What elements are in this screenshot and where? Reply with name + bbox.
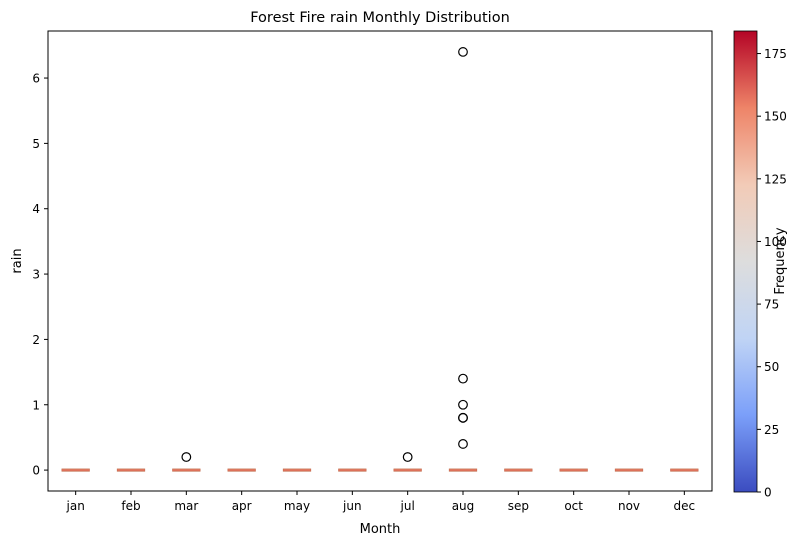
box-apr bbox=[227, 468, 256, 472]
x-tick-label: feb bbox=[121, 499, 140, 513]
colorbar-scale bbox=[733, 30, 758, 493]
outlier-point bbox=[181, 452, 192, 462]
outlier-point bbox=[458, 439, 468, 449]
plot-area: 0 1 2 3 4 5 6 jan feb mar apr may jun jul aug sep oct no… bbox=[32, 30, 713, 513]
box-mar bbox=[172, 452, 201, 472]
y-tick-label: 2 bbox=[32, 333, 40, 347]
colorbar-ticks: 0 25 50 75 100 125 150 175 bbox=[757, 47, 787, 500]
colorbar-tick-label: 175 bbox=[764, 47, 787, 61]
box-feb bbox=[116, 468, 146, 472]
outlier-point bbox=[458, 412, 468, 423]
y-tick-label: 3 bbox=[32, 268, 40, 282]
box-aug bbox=[448, 47, 478, 472]
colorbar-tick-label: 50 bbox=[764, 360, 779, 374]
x-tick-label: nov bbox=[618, 499, 640, 513]
x-tick-label: jun bbox=[342, 499, 362, 513]
x-tick-label: mar bbox=[174, 499, 198, 513]
y-tick-label: 5 bbox=[32, 137, 40, 151]
outlier-point bbox=[458, 47, 468, 57]
outlier-point bbox=[458, 399, 468, 410]
x-tick-label: aug bbox=[452, 499, 475, 513]
x-tick-label: jan bbox=[66, 499, 85, 513]
colorbar-tick-label: 25 bbox=[764, 423, 779, 437]
plot-frame bbox=[47, 30, 713, 492]
x-tick-label: dec bbox=[674, 499, 696, 513]
colorbar-tick-label: 125 bbox=[764, 172, 787, 186]
y-tick-label: 6 bbox=[32, 72, 40, 86]
colorbar: 0 25 50 75 100 125 150 175 Frequency bbox=[733, 30, 788, 500]
colorbar-tick-label: 0 bbox=[764, 486, 772, 500]
colorbar-label: Frequency bbox=[773, 227, 788, 294]
x-tick-label: oct bbox=[564, 499, 583, 513]
y-tick-label: 4 bbox=[32, 202, 40, 216]
colorbar-tick-label: 100 bbox=[764, 235, 787, 249]
x-tick-label: jul bbox=[400, 499, 415, 513]
x-tick-label: sep bbox=[508, 499, 529, 513]
box-sep bbox=[504, 468, 533, 472]
colorbar-tick-label: 150 bbox=[764, 110, 787, 124]
colorbar-tick-label: 75 bbox=[764, 298, 779, 312]
x-axis-label: Month bbox=[360, 522, 401, 537]
y-axis-ticks: 0 1 2 3 4 5 6 bbox=[32, 72, 48, 478]
box-oct bbox=[559, 468, 588, 472]
box-dec bbox=[670, 468, 699, 472]
outlier-point bbox=[402, 452, 413, 462]
box-may bbox=[282, 468, 312, 472]
y-axis-label: rain bbox=[10, 248, 25, 273]
x-tick-label: apr bbox=[232, 499, 252, 513]
box-jan bbox=[61, 468, 90, 472]
box-jul bbox=[393, 452, 422, 472]
box-series bbox=[61, 47, 699, 472]
box-nov bbox=[614, 468, 644, 472]
y-tick-label: 1 bbox=[32, 398, 40, 412]
box-jun bbox=[338, 468, 367, 472]
chart-title: Forest Fire rain Monthly Distribution bbox=[250, 10, 510, 26]
outlier-point bbox=[458, 373, 468, 384]
y-tick-label: 0 bbox=[32, 464, 40, 478]
x-tick-label: may bbox=[284, 499, 310, 513]
x-axis-ticks: jan feb mar apr may jun jul aug sep oct nov dec bbox=[66, 491, 696, 513]
